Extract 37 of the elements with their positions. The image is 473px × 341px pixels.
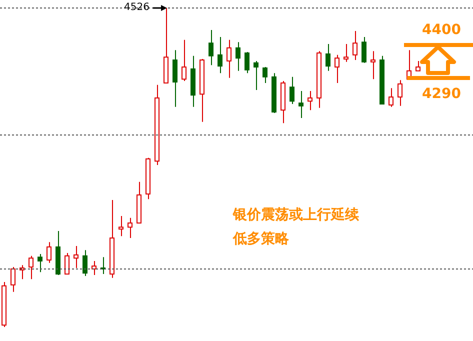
candlestick	[218, 36, 222, 74]
annotation: 银价震荡或上行延续	[233, 206, 359, 224]
annotation: 4400	[422, 22, 461, 38]
candlestick	[28, 255, 34, 280]
candlestick	[208, 30, 214, 66]
candlestick	[74, 245, 78, 268]
candlestick	[298, 90, 304, 119]
candlestick	[416, 60, 420, 72]
annotation: 低多策略	[233, 230, 289, 248]
candlestick	[172, 50, 178, 108]
candlestick	[182, 39, 186, 82]
annotation: 4290	[422, 86, 461, 102]
candlestick	[244, 52, 250, 74]
candlestick	[344, 44, 348, 62]
annotation: 4526	[124, 2, 150, 13]
candlestick	[20, 264, 24, 280]
candlestick	[326, 44, 330, 72]
candlestick	[46, 242, 52, 264]
candlestick	[388, 88, 394, 108]
candlestick	[92, 260, 96, 276]
candlestick	[10, 266, 16, 292]
candlestick	[352, 30, 358, 60]
candlestick	[236, 42, 240, 72]
candlestick	[362, 36, 366, 64]
candlestick	[128, 217, 132, 238]
candlestick	[308, 90, 312, 111]
candlestick	[334, 54, 340, 84]
candlestick	[64, 252, 70, 275]
candlestick	[118, 215, 124, 237]
candlestick	[262, 66, 268, 84]
candlestick	[226, 39, 232, 78]
candlestick	[38, 253, 42, 273]
candlestick	[398, 80, 402, 106]
candlestick	[370, 50, 376, 80]
candlestick	[82, 250, 88, 276]
candlestick	[290, 76, 294, 105]
candlestick	[254, 60, 258, 90]
